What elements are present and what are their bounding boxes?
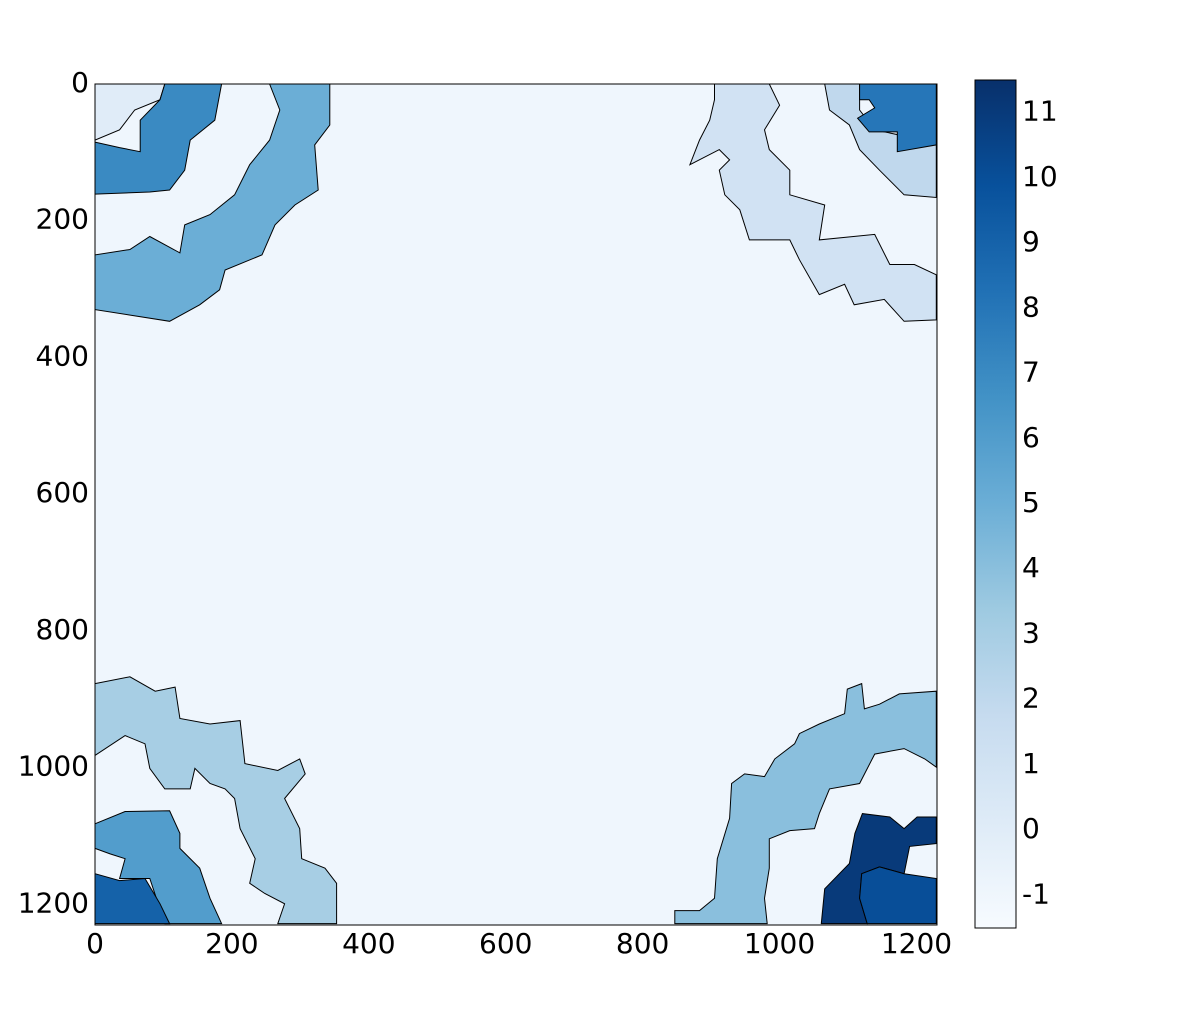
region bbox=[688, 83, 937, 322]
plot-frame bbox=[94, 83, 938, 926]
y-tick-label: 400 bbox=[36, 339, 89, 372]
region bbox=[94, 83, 223, 195]
y-tick-label: 1000 bbox=[18, 750, 89, 783]
region bbox=[94, 810, 223, 925]
y-tick-label: 600 bbox=[36, 476, 89, 509]
colorbar-tick-label: 6 bbox=[1022, 421, 1040, 454]
x-tick-label: 1200 bbox=[881, 927, 952, 960]
y-tick-label: 1200 bbox=[18, 886, 89, 919]
x-tick-label: 0 bbox=[86, 927, 104, 960]
region bbox=[94, 676, 338, 925]
y-tick-label: 200 bbox=[36, 203, 89, 236]
colorbar bbox=[974, 79, 1017, 929]
region bbox=[674, 682, 937, 925]
colorbar-tick-label: 5 bbox=[1022, 486, 1040, 519]
colorbar-tick-label: 0 bbox=[1022, 812, 1040, 845]
region bbox=[824, 83, 937, 199]
colorbar-tick-label: 8 bbox=[1022, 290, 1040, 323]
colorbar-tick-label: 2 bbox=[1022, 682, 1040, 715]
region bbox=[856, 83, 937, 153]
region bbox=[94, 83, 331, 322]
region bbox=[859, 866, 937, 925]
colorbar-tick-label: -1 bbox=[1022, 877, 1050, 910]
colorbar-tick-label: 7 bbox=[1022, 356, 1040, 389]
x-tick-label: 600 bbox=[479, 927, 532, 960]
x-tick-label: 800 bbox=[616, 927, 669, 960]
x-tick-label: 400 bbox=[342, 927, 395, 960]
x-tick-label: 1000 bbox=[744, 927, 815, 960]
colorbar-tick-label: 1 bbox=[1022, 747, 1040, 780]
x-tick-label: 200 bbox=[205, 927, 258, 960]
colorbar-tick-label: 3 bbox=[1022, 616, 1040, 649]
y-tick-label: 0 bbox=[71, 66, 89, 99]
colorbar-tick-label: 4 bbox=[1022, 551, 1040, 584]
colorbar-tick-label: 9 bbox=[1022, 225, 1040, 258]
y-tick-label: 800 bbox=[36, 613, 89, 646]
colorbar-tick-label: 11 bbox=[1022, 95, 1058, 128]
colorbar-tick-label: 10 bbox=[1022, 160, 1058, 193]
